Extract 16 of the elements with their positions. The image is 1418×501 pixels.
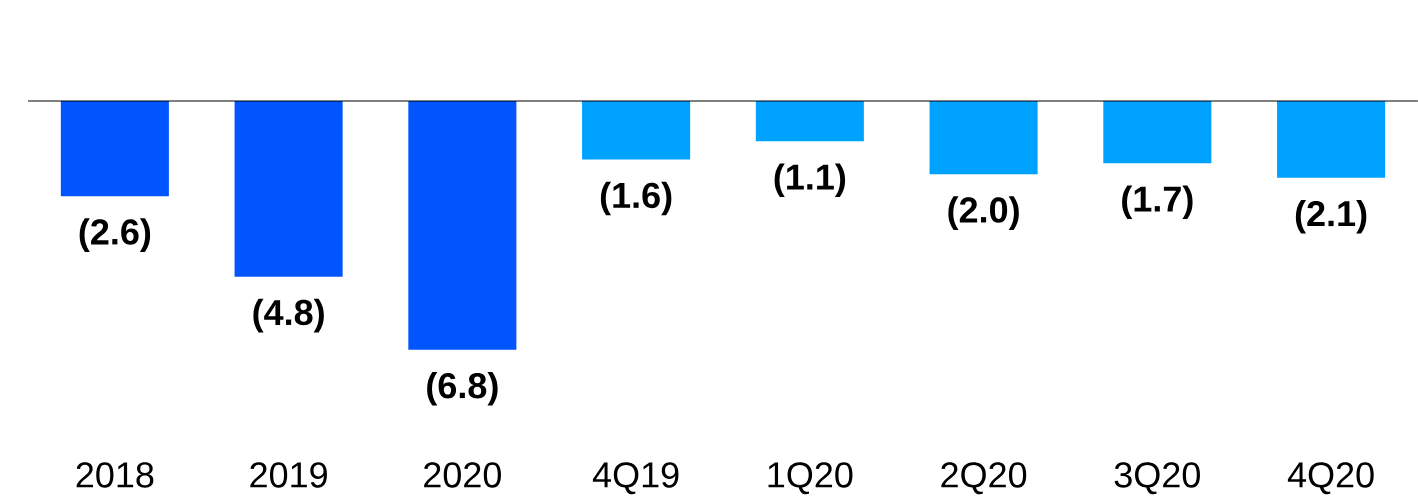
data-label: (1.1) (774, 163, 846, 197)
data-label: (4.8) (253, 298, 324, 333)
x-tick-label: 2019 (250, 462, 327, 488)
x-tick-label: 2Q20 (941, 462, 1027, 495)
data-label: (2.0) (948, 196, 1019, 230)
data-label: (1.7) (1122, 185, 1193, 219)
data-label: (6.8) (427, 371, 498, 406)
data-label: (2.1) (1295, 200, 1367, 234)
data-label: (1.6) (600, 181, 672, 216)
x-tick-label: 4Q19 (592, 462, 679, 495)
x-tick-label: 3Q20 (1114, 462, 1200, 495)
x-tick-label: 2020 (424, 462, 501, 488)
x-tick-label: 2018 (76, 462, 154, 488)
x-tick-label: 1Q20 (768, 462, 853, 495)
x-tick-label: 4Q20 (1287, 462, 1374, 495)
data-label: (2.6) (79, 218, 151, 252)
